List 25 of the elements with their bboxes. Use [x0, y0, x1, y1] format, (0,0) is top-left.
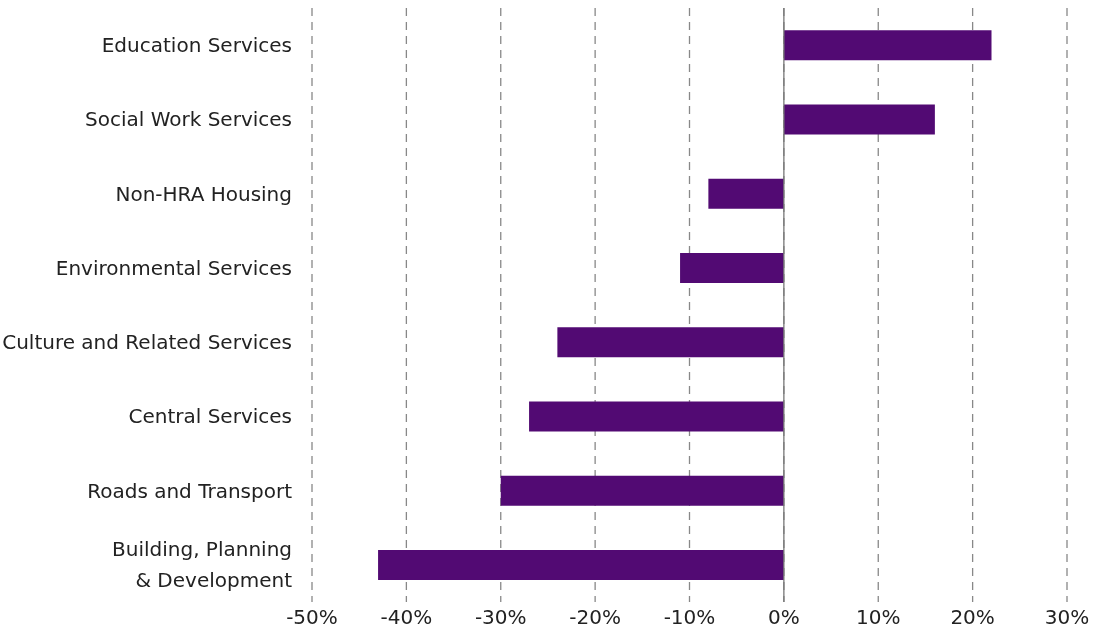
x-tick-label: -10%: [663, 605, 716, 630]
x-tick-label: 0%: [768, 605, 800, 630]
bar: [557, 327, 784, 358]
y-tick-label: Central Services: [128, 404, 292, 429]
bar: [378, 550, 784, 581]
x-tick-label: -20%: [569, 605, 621, 630]
bar: [500, 475, 784, 506]
bar: [708, 178, 784, 209]
y-tick-label: Non-HRA Housing: [115, 181, 292, 206]
y-tick-label: Education Services: [101, 33, 292, 58]
y-tick-label: Social Work Services: [85, 107, 292, 132]
x-tick-label: 30%: [1044, 605, 1090, 630]
y-tick-label: Culture and Related Services: [2, 330, 292, 355]
y-tick-label: Building, Planning & Development: [112, 537, 293, 593]
x-tick-label: 10%: [856, 605, 901, 630]
bar: [529, 401, 784, 432]
x-tick-label: -30%: [474, 605, 527, 630]
y-tick-label: Roads and Transport: [87, 478, 293, 503]
x-tick-label: 20%: [950, 605, 995, 630]
bar: [680, 253, 784, 284]
x-tick-label: -40%: [380, 605, 433, 630]
y-tick-label: Environmental Services: [55, 255, 292, 280]
x-tick-label: -50%: [286, 605, 338, 630]
bar: [783, 104, 935, 135]
bar: [783, 30, 992, 61]
